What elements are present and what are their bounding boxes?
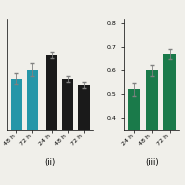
Bar	[11, 78, 22, 185]
X-axis label: (ii): (ii)	[44, 158, 56, 167]
Bar	[46, 55, 57, 185]
X-axis label: (iii): (iii)	[145, 158, 159, 167]
Bar	[146, 70, 158, 185]
Bar	[27, 70, 38, 185]
Bar	[78, 85, 90, 185]
Bar	[164, 54, 176, 185]
Bar	[62, 78, 73, 185]
Bar	[128, 89, 140, 185]
